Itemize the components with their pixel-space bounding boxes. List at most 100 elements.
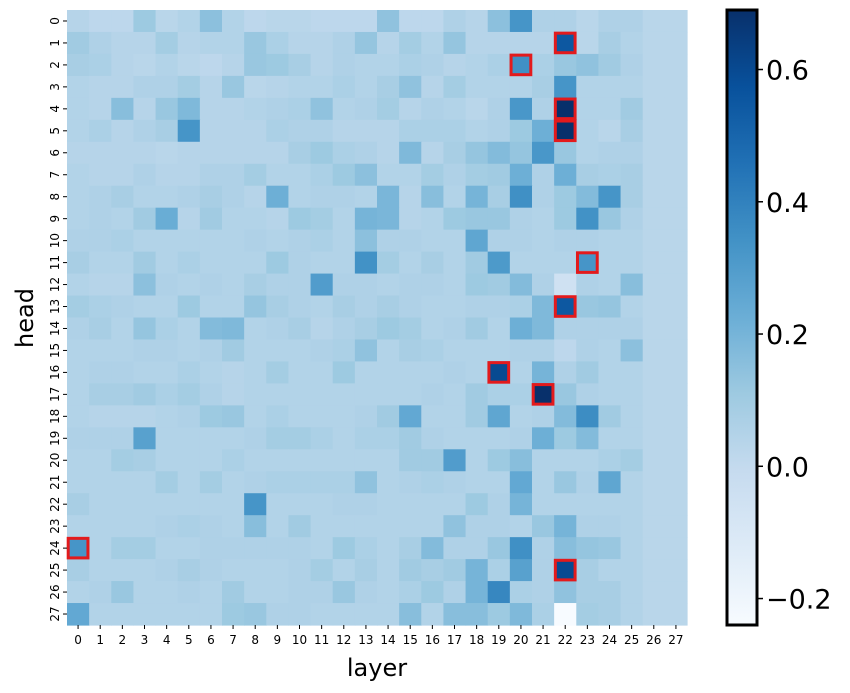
heatmap-cell xyxy=(266,251,290,275)
heatmap-cell xyxy=(266,383,290,406)
heatmap-cell xyxy=(443,119,467,143)
heatmap-cell xyxy=(133,185,157,209)
heatmap-cell xyxy=(89,207,112,231)
heatmap-cell xyxy=(487,207,511,231)
heatmap-cell xyxy=(89,53,112,77)
heatmap-cell xyxy=(67,405,90,428)
heatmap-cell xyxy=(354,163,378,187)
heatmap-cell xyxy=(89,119,112,143)
heatmap-cell xyxy=(487,449,511,472)
heatmap-cell xyxy=(310,53,334,77)
heatmap-cell xyxy=(642,53,666,77)
heatmap-cell xyxy=(266,537,290,560)
heatmap-cell xyxy=(177,603,201,626)
heatmap-cell xyxy=(532,581,555,604)
y-tick-label: 6 xyxy=(48,149,62,157)
heatmap-cell xyxy=(288,361,312,384)
y-tick-label: 0 xyxy=(48,17,62,25)
heatmap-cell xyxy=(133,97,157,121)
heatmap-cell xyxy=(199,141,223,165)
heatmap-cell xyxy=(354,251,378,275)
heatmap-cell xyxy=(421,273,445,297)
heatmap-cell xyxy=(332,185,356,209)
heatmap-cell xyxy=(111,339,135,363)
heatmap-cell xyxy=(532,163,555,187)
heatmap-cell xyxy=(620,537,644,560)
heatmap-cell xyxy=(222,405,245,428)
heatmap-cell xyxy=(155,559,179,582)
y-tick-label: 12 xyxy=(48,277,62,292)
heatmap-cell xyxy=(89,31,112,55)
heatmap-cell xyxy=(266,471,290,494)
heatmap-cell xyxy=(177,493,201,516)
heatmap-cell xyxy=(266,317,290,341)
heatmap-cell xyxy=(332,405,356,428)
y-tick-label: 9 xyxy=(48,215,62,223)
heatmap-cell xyxy=(465,229,489,253)
heatmap-cell xyxy=(155,119,179,143)
heatmap-cell xyxy=(465,361,489,384)
heatmap-cell xyxy=(177,53,201,77)
heatmap-cell xyxy=(177,229,201,253)
heatmap-cell xyxy=(664,31,688,55)
heatmap-cell xyxy=(664,229,688,253)
heatmap-cell xyxy=(89,493,112,516)
heatmap-cell xyxy=(111,10,135,33)
heatmap-cell xyxy=(67,229,90,253)
heatmap-cell xyxy=(465,185,489,209)
heatmap-cell xyxy=(155,471,179,494)
heatmap-cell xyxy=(244,295,267,319)
y-tick-label: 14 xyxy=(48,321,62,336)
heatmap-cell xyxy=(642,471,666,494)
heatmap-cell xyxy=(222,383,245,406)
y-tick-label: 24 xyxy=(48,540,62,555)
heatmap-cell xyxy=(509,537,533,560)
heatmap-cell xyxy=(288,141,312,165)
heatmap-cell xyxy=(199,515,223,538)
x-tick-label: 14 xyxy=(380,633,395,647)
colorbar-tick-label: 0.0 xyxy=(766,452,809,483)
heatmap-cell xyxy=(399,515,422,538)
heatmap-cell xyxy=(177,427,201,450)
heatmap-cell xyxy=(332,119,356,143)
heatmap-cell xyxy=(421,339,445,363)
heatmap-cell xyxy=(598,471,622,494)
heatmap-cell xyxy=(421,537,445,560)
heatmap-cell xyxy=(443,163,467,187)
heatmap-cell xyxy=(111,75,135,99)
heatmap-cell xyxy=(266,449,290,472)
heatmap-cell xyxy=(576,53,600,77)
heatmap-cell xyxy=(377,493,400,516)
heatmap-cell xyxy=(288,559,312,582)
heatmap-cell xyxy=(598,31,622,55)
heatmap-cell xyxy=(354,471,378,494)
heatmap-cell xyxy=(244,361,267,384)
heatmap-cell xyxy=(199,53,223,77)
heatmap-cell xyxy=(133,537,157,560)
heatmap-cell xyxy=(67,295,90,319)
heatmap-cell xyxy=(532,207,555,231)
heatmap-cell xyxy=(155,10,179,33)
x-tick-label: 7 xyxy=(229,633,237,647)
x-tick-label: 19 xyxy=(491,633,506,647)
heatmap-cell xyxy=(399,119,422,143)
heatmap-cell xyxy=(244,603,267,626)
heatmap-cell xyxy=(67,471,90,494)
heatmap-cell xyxy=(89,163,112,187)
heatmap-cell xyxy=(67,515,90,538)
x-tick-label: 5 xyxy=(185,633,193,647)
heatmap-cell xyxy=(377,581,400,604)
heatmap-cell xyxy=(554,207,577,231)
heatmap-cell xyxy=(620,493,644,516)
heatmap-cell xyxy=(532,603,555,626)
heatmap-cell xyxy=(288,273,312,297)
heatmap-cell xyxy=(620,229,644,253)
heatmap-cell xyxy=(465,207,489,231)
y-tick-label: 21 xyxy=(48,475,62,490)
heatmap-cell xyxy=(177,361,201,384)
heatmap-cell xyxy=(399,471,422,494)
heatmap-cell xyxy=(664,405,688,428)
x-tick-label: 11 xyxy=(314,633,329,647)
heatmap-cell xyxy=(465,119,489,143)
heatmap-cell xyxy=(532,31,555,55)
